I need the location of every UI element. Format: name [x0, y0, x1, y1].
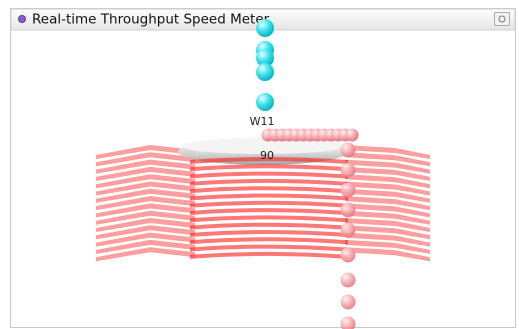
particle [346, 129, 359, 142]
settings-button[interactable] [495, 13, 510, 26]
particle [256, 19, 274, 37]
widget: Real-time Throughput Speed Meter W11 90 [0, 0, 519, 329]
panel-title: Real-time Throughput Speed Meter [32, 12, 270, 28]
particle [341, 163, 356, 178]
meter-value: 90 [260, 149, 274, 162]
particle [341, 273, 356, 288]
particle [341, 248, 356, 263]
particle [341, 183, 356, 198]
meter-label: W11 [250, 115, 275, 128]
particle [341, 223, 356, 238]
particle [341, 295, 356, 310]
particle [341, 143, 356, 158]
particle [341, 203, 356, 218]
particle [256, 63, 274, 81]
particle [256, 93, 274, 111]
header-icon [18, 15, 25, 22]
page: Real-time Throughput Speed Meter W11 90 … [0, 0, 519, 329]
